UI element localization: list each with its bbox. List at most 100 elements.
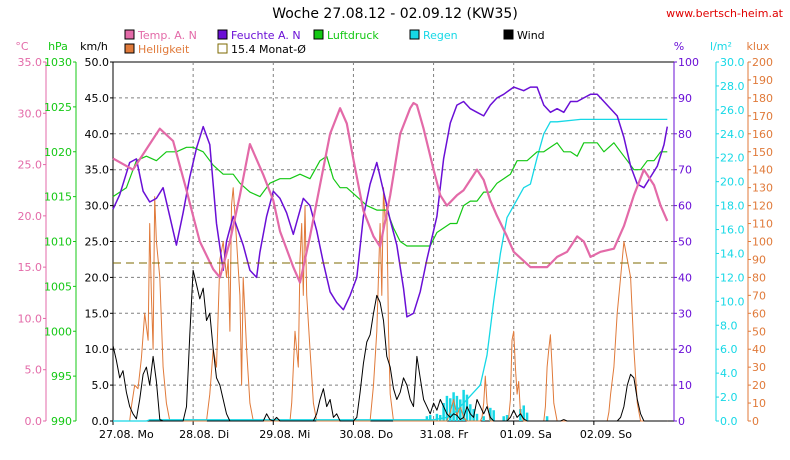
tick-label-brightness: 190 <box>752 74 773 87</box>
tick-label-temp: 25.0 <box>18 159 43 172</box>
tick-label-brightness: 170 <box>752 110 773 123</box>
tick-label-brightness: 110 <box>752 218 773 231</box>
tick-label-pressure: 1010 <box>44 236 72 249</box>
legend-swatch <box>217 29 228 40</box>
tick-label-rain: 2.0 <box>720 391 738 404</box>
tick-label-wind: 40.0 <box>85 128 110 141</box>
tick-label-brightness: 40 <box>752 343 766 356</box>
tick-label-humidity: 60 <box>678 200 692 213</box>
axis-unit-temp: °C <box>15 40 29 53</box>
tick-label-temp: 0.0 <box>25 415 43 428</box>
legend-swatch <box>409 29 420 40</box>
tick-label-humidity: 100 <box>678 56 699 69</box>
series-line-regen <box>113 118 668 422</box>
tick-label-brightness: 140 <box>752 164 773 177</box>
y-axes: 0.05.010.015.020.025.030.035.09909951000… <box>18 56 774 428</box>
tick-label-humidity: 50 <box>678 236 692 249</box>
tick-label-rain: 12.0 <box>720 271 745 284</box>
axis-unit-brightness: klux <box>747 40 770 53</box>
legend-label: Wind <box>517 29 545 42</box>
series-line-temp-a-n <box>112 101 669 284</box>
plot-grid <box>112 61 675 422</box>
series-line-helligkeit <box>113 187 668 422</box>
tick-label-brightness: 10 <box>752 397 766 410</box>
tick-label-temp: 15.0 <box>18 261 43 274</box>
tick-label-wind: 35.0 <box>85 164 110 177</box>
tick-label-brightness: 130 <box>752 182 773 195</box>
tick-label-humidity: 40 <box>678 271 692 284</box>
tick-label-brightness: 120 <box>752 200 773 213</box>
x-tick-label: 01.09. Sa <box>500 428 552 441</box>
tick-label-brightness: 50 <box>752 325 766 338</box>
tick-label-humidity: 10 <box>678 379 692 392</box>
legend: Temp. A. N Feuchte A. N Luftdruck Regen Wind… <box>124 29 545 56</box>
axis-unit-humidity: % <box>674 40 684 53</box>
tick-label-pressure: 1025 <box>44 101 72 114</box>
tick-label-brightness: 20 <box>752 379 766 392</box>
tick-label-humidity: 20 <box>678 343 692 356</box>
legend-label: Temp. A. N <box>137 29 197 42</box>
x-tick-label: 29.08. Mi <box>259 428 310 441</box>
x-tick-label: 28.08. Di <box>179 428 229 441</box>
tick-label-humidity: 30 <box>678 307 692 320</box>
tick-label-wind: 25.0 <box>85 236 110 249</box>
axis-unit-pressure: hPa <box>48 40 68 53</box>
tick-label-wind: 0.0 <box>92 415 110 428</box>
tick-label-brightness: 180 <box>752 92 773 105</box>
tick-label-rain: 24.0 <box>720 128 745 141</box>
tick-label-brightness: 70 <box>752 289 766 302</box>
tick-label-brightness: 60 <box>752 307 766 320</box>
tick-label-rain: 18.0 <box>720 200 745 213</box>
tick-label-rain: 30.0 <box>720 56 745 69</box>
tick-label-humidity: 80 <box>678 128 692 141</box>
legend-label: Luftdruck <box>327 29 379 42</box>
tick-label-brightness: 30 <box>752 361 766 374</box>
axis-unit-wind: km/h <box>80 40 108 53</box>
tick-label-temp: 5.0 <box>25 364 43 377</box>
x-tick-label: 27.08. Mo <box>99 428 154 441</box>
tick-label-rain: 4.0 <box>720 367 738 380</box>
series-line-wind <box>112 269 668 422</box>
tick-label-rain: 14.0 <box>720 247 745 260</box>
tick-label-rain: 28.0 <box>720 80 745 93</box>
tick-label-rain: 8.0 <box>720 319 738 332</box>
legend-swatch <box>124 29 135 40</box>
legend-swatch <box>217 43 228 54</box>
tick-label-rain: 22.0 <box>720 152 745 165</box>
tick-label-rain: 16.0 <box>720 224 745 237</box>
series-layer <box>112 86 669 422</box>
legend-label: 15.4 Monat-Ø <box>231 43 306 56</box>
x-tick-label: 02.09. So <box>580 428 632 441</box>
legend-label: Feuchte A. N <box>231 29 301 42</box>
tick-label-wind: 50.0 <box>85 56 110 69</box>
tick-label-brightness: 200 <box>752 56 773 69</box>
tick-label-brightness: 90 <box>752 253 766 266</box>
x-tick-label: 30.08. Do <box>339 428 393 441</box>
tick-label-wind: 20.0 <box>85 271 110 284</box>
tick-label-pressure: 1000 <box>44 325 72 338</box>
tick-label-wind: 15.0 <box>85 307 110 320</box>
tick-label-brightness: 150 <box>752 146 773 159</box>
tick-label-rain: 20.0 <box>720 176 745 189</box>
tick-label-brightness: 100 <box>752 236 773 249</box>
axis-unit-rain: l/m² <box>710 40 732 53</box>
tick-label-rain: 0.0 <box>720 415 738 428</box>
tick-label-pressure: 1020 <box>44 146 72 159</box>
tick-label-wind: 5.0 <box>92 379 110 392</box>
x-axis: 27.08. Mo 28.08. Di 29.08. Mi 30.08. Do 31.0… <box>99 421 632 441</box>
site-url[interactable]: www.bertsch-heim.at <box>666 7 784 20</box>
legend-swatch <box>503 29 514 40</box>
tick-label-humidity: 90 <box>678 92 692 105</box>
tick-label-pressure: 1030 <box>44 56 72 69</box>
legend-label: Regen <box>423 29 458 42</box>
tick-label-pressure: 990 <box>51 415 72 428</box>
tick-label-rain: 10.0 <box>720 295 745 308</box>
tick-label-pressure: 995 <box>51 370 72 383</box>
tick-label-pressure: 1005 <box>44 280 72 293</box>
chart-title: Woche 27.08.12 - 02.09.12 (KW35) <box>272 6 518 22</box>
tick-label-wind: 10.0 <box>85 343 110 356</box>
tick-label-humidity: 0 <box>678 415 685 428</box>
legend-swatch <box>124 43 135 54</box>
tick-label-rain: 6.0 <box>720 343 738 356</box>
